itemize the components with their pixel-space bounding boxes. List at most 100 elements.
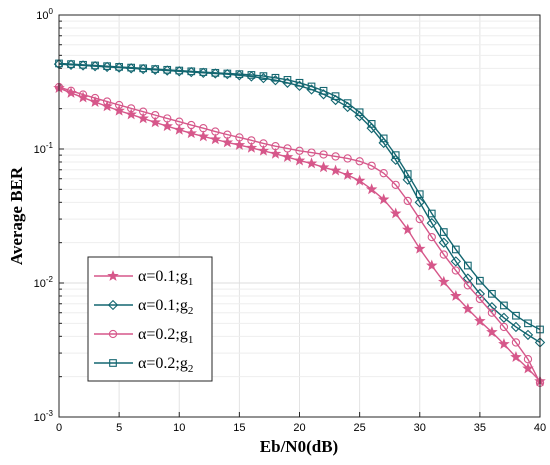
- legend-marker: [107, 269, 119, 281]
- data-point: [511, 338, 521, 347]
- data-point: [139, 64, 148, 73]
- data-point: [391, 180, 400, 190]
- x-tick-label: 0: [56, 422, 62, 434]
- x-tick-label: 30: [414, 422, 426, 434]
- data-point: [379, 134, 388, 143]
- data-point: [223, 69, 232, 78]
- data-point: [486, 326, 498, 338]
- data-point: [510, 351, 522, 362]
- data-point: [427, 209, 436, 218]
- x-tick-label: 25: [354, 422, 366, 434]
- data-point: [91, 61, 99, 70]
- data-point: [487, 308, 497, 317]
- series-3: [54, 82, 545, 387]
- series-line: [58, 86, 541, 384]
- data-point: [450, 256, 462, 267]
- data-point: [125, 108, 137, 120]
- data-point: [151, 110, 160, 120]
- data-point: [149, 116, 161, 128]
- legend-label: α=0.1;g1: [138, 268, 193, 288]
- data-point: [293, 154, 306, 166]
- data-point: [317, 161, 330, 173]
- data-point: [439, 250, 448, 259]
- legend-item-1: α=0.1;g1: [94, 268, 193, 288]
- data-point: [500, 301, 508, 310]
- series-group: [53, 58, 546, 387]
- data-point: [355, 108, 364, 117]
- data-point: [271, 142, 280, 151]
- data-point: [413, 242, 426, 254]
- legend-box: [87, 256, 213, 382]
- data-point: [245, 141, 258, 153]
- data-point: [426, 259, 438, 271]
- data-point: [403, 170, 412, 178]
- data-point: [259, 139, 268, 148]
- legend: α=0.1;g1 α=0.1;g2 α=0.2;g1 α=0.2;g2: [87, 256, 213, 382]
- data-point: [295, 146, 304, 155]
- data-point: [451, 245, 460, 254]
- legend-marker: [108, 329, 118, 339]
- data-point: [476, 276, 484, 285]
- data-point: [271, 73, 280, 82]
- data-point: [247, 71, 256, 79]
- legend-marker: [107, 299, 119, 311]
- x-tick-label: 40: [534, 422, 546, 434]
- data-point: [474, 315, 486, 326]
- data-point: [401, 223, 414, 235]
- data-point: [510, 321, 522, 333]
- data-point: [415, 190, 424, 199]
- data-point: [211, 127, 220, 136]
- data-point: [197, 130, 210, 142]
- data-point: [101, 100, 113, 112]
- data-point: [498, 312, 510, 323]
- data-point: [475, 294, 485, 304]
- data-point: [331, 152, 340, 161]
- x-tick-label: 5: [116, 422, 122, 434]
- data-point: [257, 144, 270, 156]
- y-tick-label: 100: [36, 7, 53, 22]
- data-point: [523, 355, 533, 364]
- data-point: [522, 329, 534, 341]
- series-1: [53, 81, 546, 387]
- y-axis-title: Average BER: [7, 166, 26, 265]
- data-point: [223, 130, 232, 139]
- data-point: [209, 133, 222, 145]
- data-point: [163, 65, 172, 74]
- data-point: [247, 136, 256, 145]
- data-point: [439, 228, 448, 236]
- legend-label: α=0.1;g2: [138, 297, 193, 317]
- data-point: [498, 338, 510, 349]
- series-line: [58, 62, 541, 331]
- legend-item-3: α=0.2;g1: [94, 326, 193, 346]
- data-point: [163, 114, 172, 123]
- data-point: [463, 261, 472, 270]
- data-point: [175, 117, 184, 126]
- data-point: [175, 66, 184, 75]
- x-tick-label: 15: [233, 422, 245, 434]
- data-point: [415, 214, 424, 224]
- data-point: [524, 319, 532, 328]
- legend-item-4: α=0.2;g2: [94, 355, 193, 375]
- data-point: [127, 63, 135, 72]
- data-point: [185, 127, 198, 139]
- legend-item-2: α=0.1;g2: [94, 297, 193, 317]
- data-point: [414, 197, 425, 208]
- data-point: [233, 139, 246, 150]
- data-point: [389, 207, 402, 219]
- data-point: [187, 67, 196, 76]
- x-tick-label: 20: [293, 422, 305, 434]
- data-point: [450, 289, 462, 301]
- y-axis-ticks: 10-3 10-2 10-1 100: [34, 7, 64, 424]
- data-point: [367, 120, 376, 128]
- data-point: [221, 136, 234, 148]
- data-point: [151, 65, 160, 73]
- data-point: [295, 78, 304, 87]
- data-point: [353, 174, 366, 186]
- data-point: [341, 168, 354, 180]
- data-point: [331, 92, 340, 100]
- data-point: [173, 123, 186, 135]
- data-point: [329, 164, 342, 176]
- data-point: [403, 196, 412, 206]
- data-point: [355, 157, 364, 166]
